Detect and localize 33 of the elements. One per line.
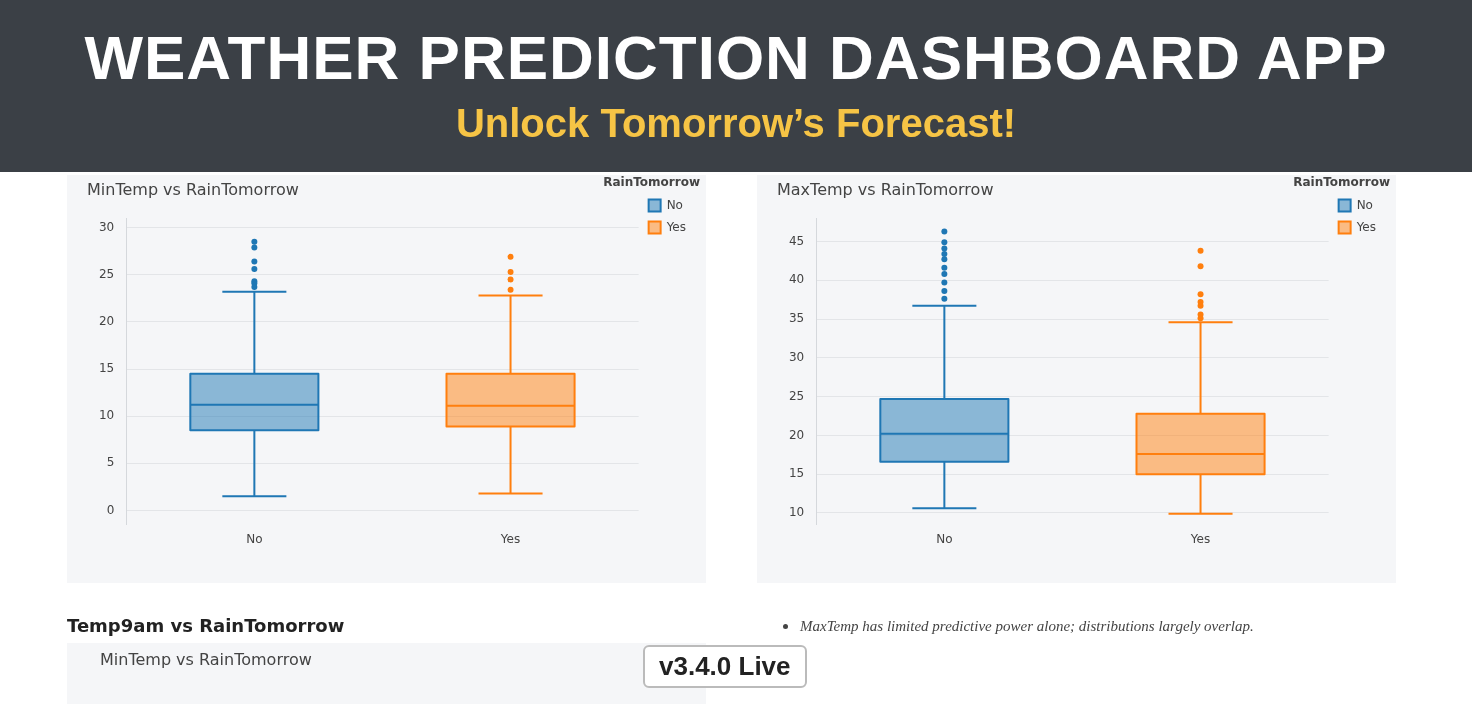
legend-title: RainTomorrow <box>1293 175 1391 190</box>
y-tick-label: 15 <box>98 361 115 376</box>
legend-label: Yes <box>1355 219 1376 234</box>
text: Unlock Tomorrow’s Forecast! <box>454 101 1018 146</box>
legend-label: No <box>1356 197 1373 212</box>
y-tick-label: 15 <box>788 466 805 481</box>
text: MaxTemp has limited predictive power alone; distributions largely overlap. <box>800 618 1254 634</box>
y-tick-label: 45 <box>788 233 805 248</box>
y-tick-label: 25 <box>98 266 115 281</box>
y-tick-label: 0 <box>106 502 115 517</box>
x-tick-label: Yes <box>1189 531 1211 546</box>
legend-label: Yes <box>665 219 686 234</box>
y-tick-label: 10 <box>98 408 115 423</box>
y-tick-label: 5 <box>106 455 115 470</box>
text: WEATHER PREDICTION DASHBOARD APP <box>83 22 1389 93</box>
x-tick-label: No <box>936 531 953 546</box>
legend-label: No <box>666 197 683 212</box>
y-tick-label: 30 <box>98 219 115 234</box>
y-tick-label: 30 <box>788 349 805 364</box>
text: MinTemp vs RainTomorrow <box>100 650 312 669</box>
x-tick-label: Yes <box>499 531 521 546</box>
chart-title: MaxTemp vs RainTomorrow <box>777 179 994 199</box>
y-tick-label: 40 <box>788 272 805 287</box>
chart-title: MinTemp vs RainTomorrow <box>87 179 299 199</box>
legend-title: RainTomorrow <box>603 175 701 190</box>
text: Temp9am vs RainTomorrow <box>67 615 345 636</box>
x-tick-label: No <box>246 531 263 546</box>
y-tick-label: 25 <box>788 388 805 403</box>
text: v3.4.0 Live <box>643 645 807 688</box>
y-tick-label: 20 <box>98 314 115 329</box>
y-tick-label: 35 <box>788 311 805 326</box>
y-tick-label: 10 <box>788 505 805 520</box>
y-tick-label: 20 <box>788 427 805 442</box>
